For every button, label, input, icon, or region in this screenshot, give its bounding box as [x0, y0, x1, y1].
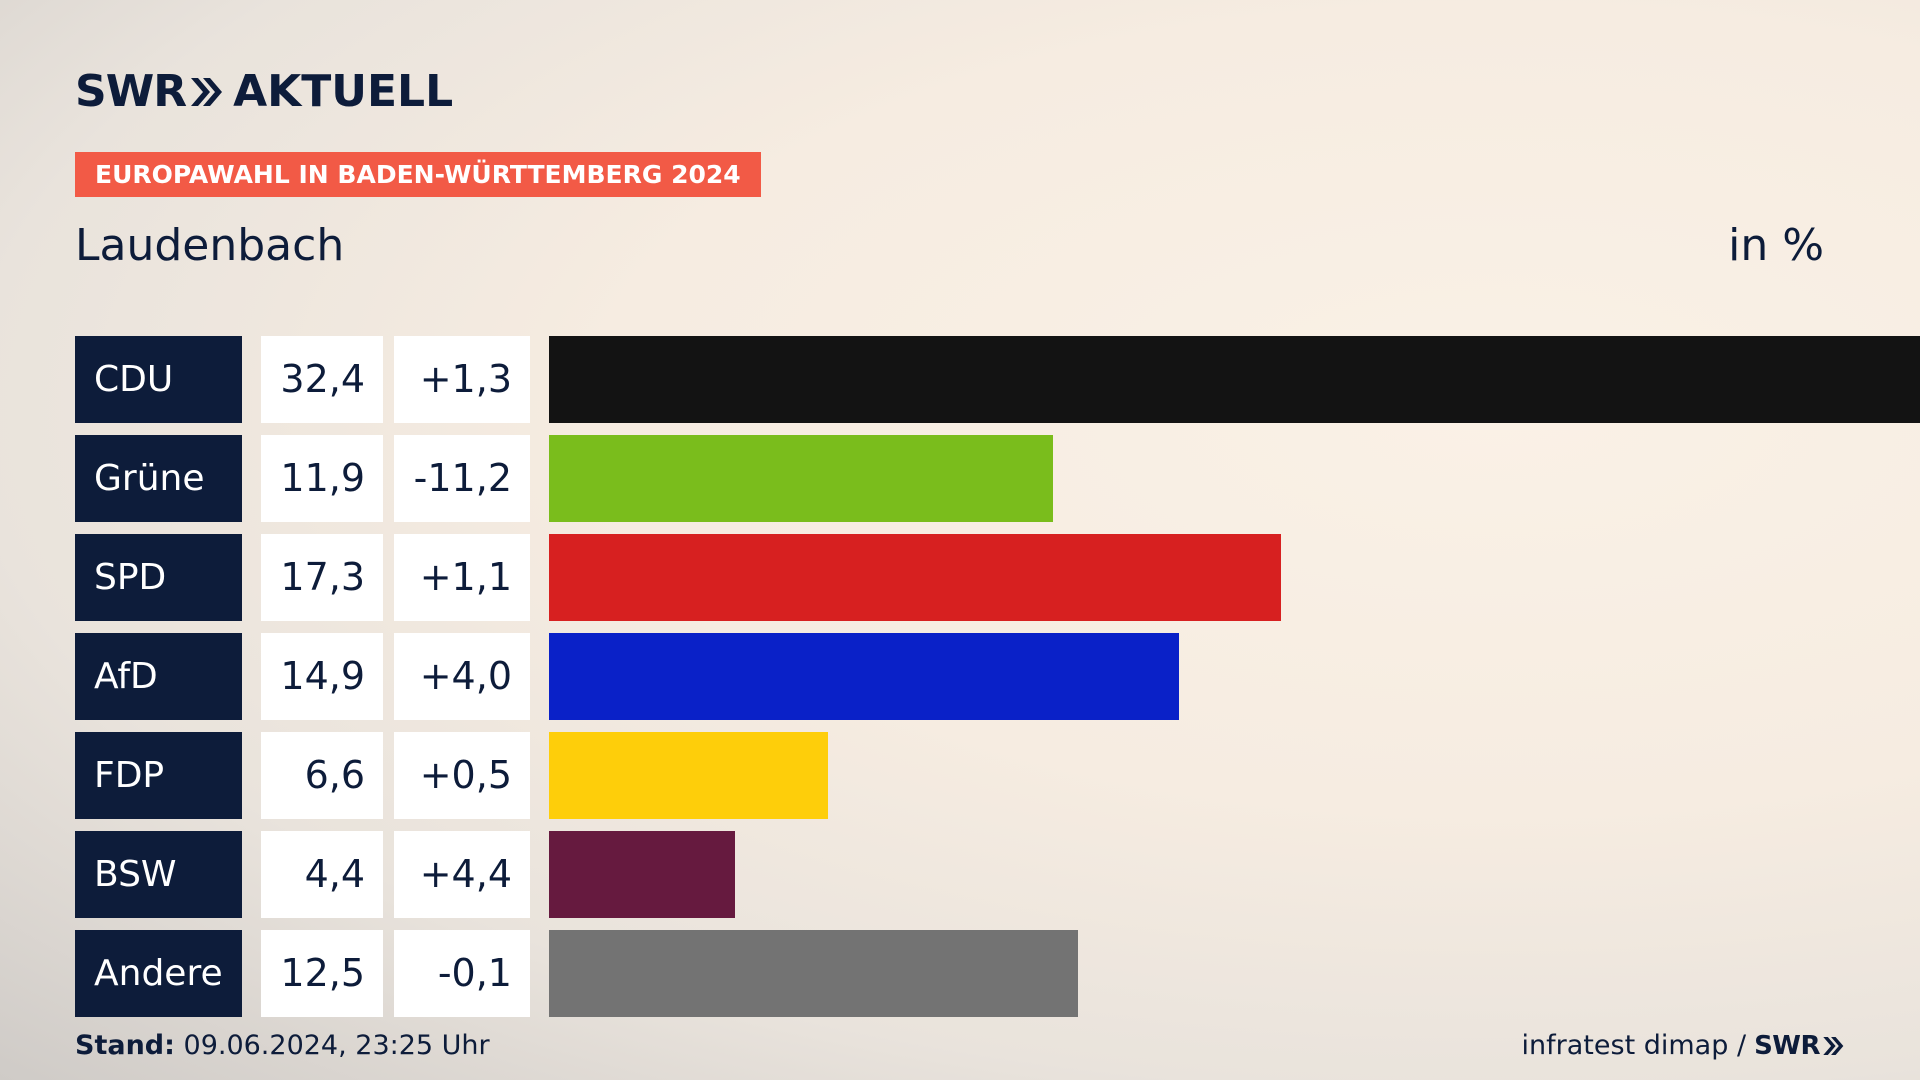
vote-share-change: +4,0: [394, 633, 530, 720]
vote-share-value: 11,9: [261, 435, 383, 522]
vote-share-value: 12,5: [261, 930, 383, 1017]
bar-andere: [549, 930, 1078, 1017]
bar-grüne: [549, 435, 1053, 522]
vote-share-value: 6,6: [261, 732, 383, 819]
party-label: FDP: [75, 732, 242, 819]
election-banner: EUROPAWAHL IN BADEN-WÜRTTEMBERG 2024: [75, 152, 761, 197]
vote-share-value: 17,3: [261, 534, 383, 621]
bar-fdp: [549, 732, 828, 819]
vote-share-value: 14,9: [261, 633, 383, 720]
vote-share-change: +0,5: [394, 732, 530, 819]
vote-share-change: +1,3: [394, 336, 530, 423]
vote-share-value: 4,4: [261, 831, 383, 918]
footer-source: infratest dimap / SWR: [1522, 1030, 1844, 1061]
vote-share-value: 32,4: [261, 336, 383, 423]
bar-bsw: [549, 831, 735, 918]
party-label: BSW: [75, 831, 242, 918]
bar-cdu: [549, 336, 1920, 423]
party-label: AfD: [75, 633, 242, 720]
vote-share-change: +1,1: [394, 534, 530, 621]
party-label: Andere: [75, 930, 242, 1017]
unit-label: in %: [1728, 220, 1824, 271]
party-label: SPD: [75, 534, 242, 621]
double-chevron-icon: [191, 77, 223, 106]
bar-afd: [549, 633, 1179, 720]
place-title: Laudenbach: [75, 220, 345, 271]
footer-swr-logo: SWR: [1754, 1030, 1820, 1061]
source-text: infratest dimap /: [1521, 1030, 1747, 1061]
stand-value: 09.06.2024, 23:25 Uhr: [183, 1030, 490, 1061]
vote-share-change: -11,2: [394, 435, 530, 522]
logo-aktuell-text: AKTUELL: [233, 66, 454, 117]
bar-spd: [549, 534, 1281, 621]
footer-timestamp: Stand: 09.06.2024, 23:25 Uhr: [75, 1030, 490, 1061]
party-label: Grüne: [75, 435, 242, 522]
vote-share-change: -0,1: [394, 930, 530, 1017]
stand-label: Stand:: [75, 1030, 175, 1061]
logo-swr-text: SWR: [75, 66, 187, 117]
vote-share-change: +4,4: [394, 831, 530, 918]
party-label: CDU: [75, 336, 242, 423]
double-chevron-icon: [1823, 1036, 1844, 1055]
swr-aktuell-logo: SWR AKTUELL: [75, 66, 453, 117]
